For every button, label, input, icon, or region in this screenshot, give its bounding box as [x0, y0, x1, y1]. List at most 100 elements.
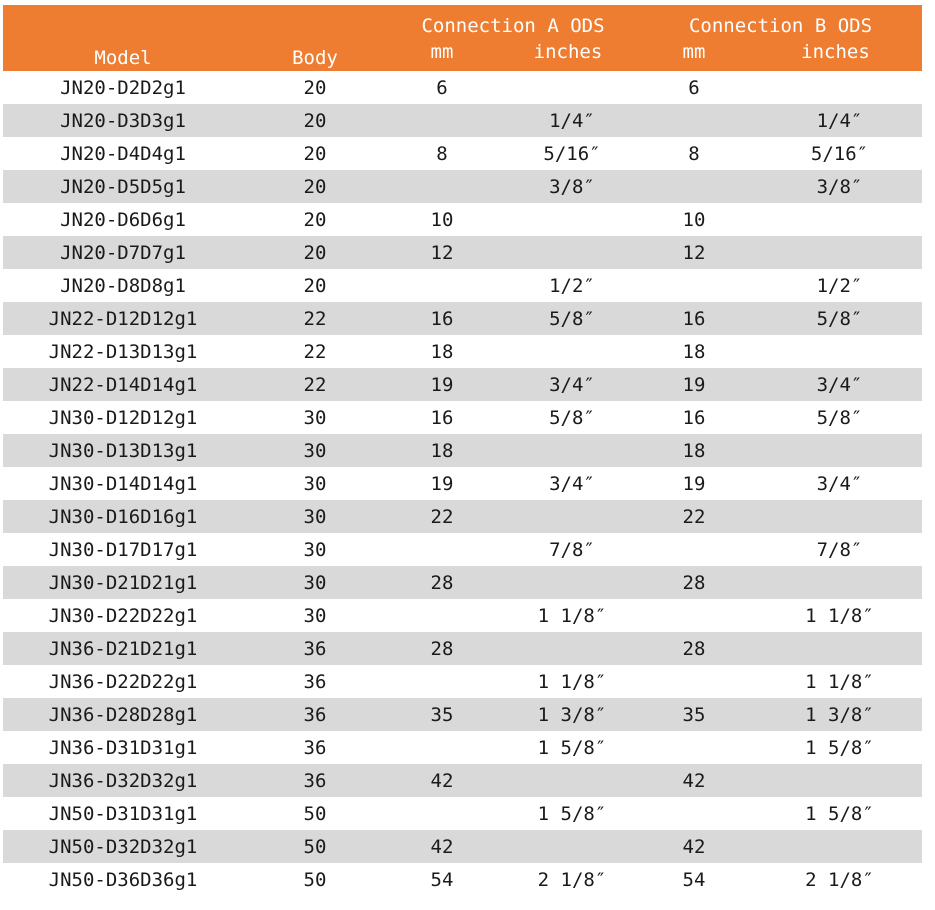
- cell-b-inches: [749, 434, 922, 467]
- table-row: JN50-D36D36g1 50 54 2 1/8″ 54 2 1/8″: [3, 863, 922, 896]
- cell-body: 20: [243, 170, 387, 203]
- cell-model: JN20-D2D2g1: [60, 76, 186, 99]
- cell-a-mm: 8: [436, 142, 448, 165]
- cell-b-inches: 1 1/8″: [805, 604, 874, 627]
- cell-a-mm: [387, 665, 497, 698]
- cell-b-inches: [749, 500, 922, 533]
- cell-body: 36: [303, 736, 327, 759]
- table-body: JN20-D2D2g1 20 6 6 JN20-D3D3g1 20 1/4″ 1/4″ JN20…: [3, 71, 922, 896]
- cell-b-mm: [639, 599, 749, 632]
- table-row: JN30-D14D14g1 30 19 3/4″ 19 3/4″: [3, 467, 922, 500]
- cell-a-mm: 28: [387, 566, 497, 599]
- cell-b-inches: 1/4″: [749, 104, 922, 137]
- cell-a-inches: 3/4″: [497, 368, 639, 401]
- cell-a-mm: [387, 269, 497, 302]
- header-b-mm: mm: [639, 39, 749, 71]
- table-row: JN30-D21D21g1 30 28 28: [3, 566, 922, 599]
- cell-model: JN22-D12D12g1: [3, 302, 243, 335]
- table-row: JN30-D17D17g1 30 7/8″ 7/8″: [3, 533, 922, 566]
- cell-a-mm: [387, 731, 497, 764]
- cell-model: JN30-D21D21g1: [3, 566, 243, 599]
- cell-a-mm: 16: [430, 406, 454, 429]
- cell-a-inches: 1 3/8″: [497, 698, 639, 731]
- cell-model: JN20-D6D6g1: [60, 208, 186, 231]
- cell-a-inches: [497, 335, 639, 368]
- cell-a-inches: 1 1/8″: [537, 604, 607, 627]
- cell-b-mm: 54: [682, 868, 706, 891]
- cell-b-inches: 3/4″: [749, 368, 922, 401]
- cell-b-inches: 2 1/8″: [805, 868, 874, 891]
- table-row: JN20-D7D7g1 20 12 12: [3, 236, 922, 269]
- cell-b-mm: 19: [682, 472, 706, 495]
- cell-body: 30: [303, 604, 327, 627]
- cell-b-mm: 18: [639, 434, 749, 467]
- cell-model: JN36-D22D22g1: [48, 670, 198, 693]
- cell-body: 50: [243, 830, 387, 863]
- cell-model: JN30-D16D16g1: [3, 500, 243, 533]
- table-row: JN20-D5D5g1 20 3/8″ 3/8″: [3, 170, 922, 203]
- cell-b-inches: [749, 764, 922, 797]
- cell-a-inches: 3/4″: [549, 472, 595, 495]
- table-row: JN36-D21D21g1 36 28 28: [3, 632, 922, 665]
- cell-body: 36: [243, 764, 387, 797]
- table-row: JN22-D14D14g1 22 19 3/4″ 19 3/4″: [3, 368, 922, 401]
- table-header: Model Body Connection A ODS Connection B…: [3, 5, 922, 71]
- cell-body: 30: [243, 566, 387, 599]
- cell-a-mm: 18: [387, 434, 497, 467]
- cell-model: JN30-D13D13g1: [3, 434, 243, 467]
- cell-a-mm: 19: [430, 472, 454, 495]
- cell-a-inches: [497, 566, 639, 599]
- cell-b-mm: [639, 797, 749, 830]
- cell-b-inches: 1 3/8″: [749, 698, 922, 731]
- cell-a-mm: 42: [387, 830, 497, 863]
- cell-a-inches: [497, 500, 639, 533]
- cell-b-mm: 6: [688, 76, 700, 99]
- cell-a-mm: 6: [436, 76, 448, 99]
- cell-body: 20: [303, 208, 327, 231]
- cell-model: JN20-D5D5g1: [3, 170, 243, 203]
- cell-a-inches: 1 1/8″: [537, 670, 607, 693]
- cell-body: 22: [243, 302, 387, 335]
- cell-body: 22: [243, 368, 387, 401]
- table-row: JN20-D2D2g1 20 6 6: [3, 71, 922, 104]
- cell-a-inches: 1/2″: [549, 274, 595, 297]
- cell-b-inches: 1/2″: [816, 274, 863, 297]
- cell-a-mm: [387, 170, 497, 203]
- cell-body: 20: [243, 104, 387, 137]
- cell-a-mm: [387, 533, 497, 566]
- cell-b-inches: 5/8″: [816, 406, 863, 429]
- cell-model: JN36-D21D21g1: [3, 632, 243, 665]
- cell-body: 20: [303, 76, 327, 99]
- cell-a-mm: 18: [430, 340, 454, 363]
- cell-b-mm: 28: [639, 566, 749, 599]
- cell-a-inches: 1 5/8″: [537, 736, 607, 759]
- cell-model: JN20-D7D7g1: [3, 236, 243, 269]
- cell-a-inches: 1 5/8″: [537, 802, 607, 825]
- header-connection-a: Connection A ODS: [387, 5, 639, 39]
- cell-b-inches: 1 1/8″: [805, 670, 874, 693]
- cell-b-mm: 22: [639, 500, 749, 533]
- table-row: JN30-D13D13g1 30 18 18: [3, 434, 922, 467]
- table-row: JN20-D3D3g1 20 1/4″ 1/4″: [3, 104, 922, 137]
- spec-table: Model Body Connection A ODS Connection B…: [3, 5, 922, 896]
- cell-a-inches: 7/8″: [549, 538, 595, 561]
- table-row: JN22-D13D13g1 22 18 18: [3, 335, 922, 368]
- cell-a-inches: [497, 71, 639, 104]
- cell-b-inches: [749, 71, 922, 104]
- table-row: JN36-D28D28g1 36 35 1 3/8″ 35 1 3/8″: [3, 698, 922, 731]
- cell-body: 20: [243, 236, 387, 269]
- header-b-inches: inches: [749, 39, 922, 71]
- cell-b-inches: 1 5/8″: [805, 802, 874, 825]
- cell-a-mm: 42: [387, 764, 497, 797]
- cell-a-mm: 35: [387, 698, 497, 731]
- table-row: JN36-D22D22g1 36 1 1/8″ 1 1/8″: [3, 665, 922, 698]
- table-row: JN20-D4D4g1 20 8 5/16″ 8 5/16″: [3, 137, 922, 170]
- cell-model: JN20-D4D4g1: [60, 142, 186, 165]
- header-a-inches: inches: [497, 39, 639, 71]
- cell-body: 30: [303, 538, 327, 561]
- cell-b-mm: 19: [639, 368, 749, 401]
- cell-b-mm: 16: [639, 302, 749, 335]
- cell-a-inches: [497, 632, 639, 665]
- cell-body: 30: [303, 472, 327, 495]
- cell-model: JN30-D22D22g1: [48, 604, 198, 627]
